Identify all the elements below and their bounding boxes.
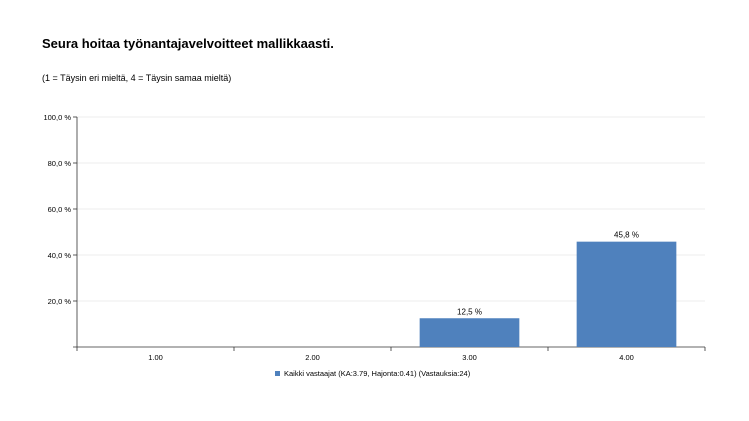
chart-subtitle: (1 = Täysin eri mieltä, 4 = Täysin samaa…	[42, 73, 232, 83]
x-tick-label: 3.00	[462, 353, 477, 362]
legend-label: Kaikki vastaajat (KA:3.79, Hajonta:0.41)…	[284, 369, 471, 378]
y-tick-label: 100,0 %	[43, 113, 71, 122]
y-tick-label: 80,0 %	[48, 159, 72, 168]
x-tick-label: 4.00	[619, 353, 634, 362]
y-tick-label: 20,0 %	[48, 297, 72, 306]
bar	[419, 318, 520, 347]
legend-swatch	[275, 371, 280, 376]
bar-data-label: 45,8 %	[614, 231, 639, 240]
y-tick-label: 60,0 %	[48, 205, 72, 214]
bar-data-label: 12,5 %	[457, 307, 482, 316]
chart-legend: Kaikki vastaajat (KA:3.79, Hajonta:0.41)…	[275, 369, 470, 378]
bar	[576, 241, 677, 347]
y-tick-label: 40,0 %	[48, 251, 72, 260]
x-tick-label: 2.00	[305, 353, 320, 362]
chart-title: Seura hoitaa työnantajavelvoitteet malli…	[42, 36, 334, 51]
x-tick-label: 1.00	[148, 353, 163, 362]
